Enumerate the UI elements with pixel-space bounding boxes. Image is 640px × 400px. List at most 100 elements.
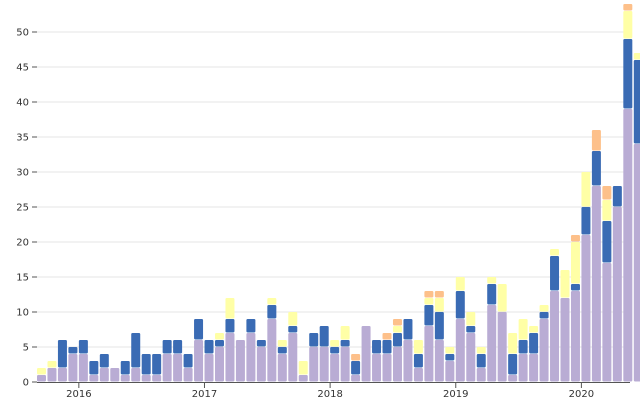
bar-24-segment-1 [288, 326, 298, 333]
bar-10-segment-1 [141, 354, 151, 375]
bar-39-segment-1 [445, 354, 455, 361]
bar-47-segment-2 [529, 326, 539, 333]
bar-16-segment-0 [204, 354, 214, 382]
bar-2-segment-1 [57, 340, 67, 368]
bar-46-segment-2 [518, 319, 528, 340]
bar-26-segment-1 [309, 333, 319, 347]
bar-46-segment-1 [518, 340, 528, 354]
bar-21-segment-0 [256, 347, 266, 382]
bar-25-segment-0 [298, 375, 308, 382]
bar-10-segment-0 [141, 375, 151, 382]
bar-12-segment-0 [162, 354, 172, 382]
bar-9-segment-1 [131, 333, 141, 368]
bar-15-segment-1 [194, 319, 204, 340]
bar-53-segment-0 [591, 186, 601, 382]
bar-50-segment-0 [560, 298, 570, 382]
bar-26-segment-0 [309, 347, 319, 382]
bar-24-segment-0 [288, 333, 298, 382]
bar-42-segment-1 [476, 354, 486, 368]
bar-36-segment-0 [413, 368, 423, 382]
bar-18-segment-1 [225, 319, 235, 333]
bar-4-segment-1 [78, 340, 88, 354]
bar-0-segment-2 [37, 368, 46, 375]
bar-54-segment-3 [602, 186, 612, 200]
bar-9-segment-0 [131, 368, 141, 382]
bar-23-segment-1 [277, 347, 287, 354]
bar-49-segment-2 [550, 249, 560, 256]
bar-51-segment-3 [570, 235, 580, 242]
bar-39-segment-2 [445, 347, 455, 354]
bar-44-segment-2 [497, 284, 507, 312]
bar-41-segment-0 [466, 333, 476, 382]
bar-37-segment-2 [424, 298, 434, 305]
bar-0-segment-0 [37, 375, 46, 382]
bar-42-segment-0 [476, 368, 486, 382]
bar-57-segment-2 [633, 53, 640, 60]
bar-1-segment-0 [47, 368, 57, 382]
bar-34-segment-0 [392, 347, 402, 382]
x-tick-label-2016: 2016 [66, 389, 91, 400]
bar-16-segment-1 [204, 340, 214, 354]
bar-7-segment-0 [110, 368, 120, 382]
bar-30-segment-0 [351, 375, 361, 382]
bar-56-segment-3 [623, 4, 633, 11]
bar-45-segment-2 [508, 333, 518, 354]
bar-23-segment-0 [277, 354, 287, 382]
bar-6-segment-1 [99, 354, 109, 368]
bar-38-segment-3 [434, 291, 444, 298]
bar-51-segment-1 [570, 284, 580, 291]
y-tick-label-20: 20 [16, 238, 29, 249]
bar-22-segment-1 [267, 305, 277, 319]
bar-40-segment-1 [455, 291, 465, 319]
bar-5-segment-1 [89, 361, 99, 375]
bar-29-segment-2 [340, 326, 350, 340]
bar-42-segment-2 [476, 347, 486, 354]
bar-52-segment-2 [581, 172, 591, 207]
bar-14-segment-1 [183, 354, 193, 368]
bar-46-segment-0 [518, 354, 528, 382]
bar-20-segment-0 [246, 333, 256, 382]
bar-24-segment-2 [288, 312, 298, 326]
bar-25-segment-2 [298, 361, 308, 375]
bar-49-segment-0 [550, 291, 560, 382]
bar-54-segment-2 [602, 200, 612, 221]
bar-43-segment-2 [487, 277, 497, 284]
bar-11-segment-1 [152, 354, 162, 375]
bar-56-segment-1 [623, 39, 633, 109]
y-tick-label-40: 40 [16, 98, 29, 109]
bar-35-segment-0 [403, 340, 413, 382]
bar-2-segment-0 [57, 368, 67, 382]
bar-56-segment-0 [623, 109, 633, 382]
bar-4-segment-0 [78, 354, 88, 382]
bar-57-segment-0 [633, 144, 640, 382]
bar-36-segment-1 [413, 354, 423, 368]
bar-56-segment-2 [623, 11, 633, 39]
bar-34-segment-2 [392, 326, 402, 333]
bar-31-segment-0 [361, 326, 371, 382]
bar-21-segment-1 [256, 340, 266, 347]
bar-55-segment-1 [612, 186, 622, 207]
bar-8-segment-0 [120, 375, 130, 382]
bar-13-segment-1 [173, 340, 183, 354]
bar-14-segment-0 [183, 368, 193, 382]
x-axis: 201620172018201920202021 [37, 382, 630, 400]
bar-37-segment-3 [424, 291, 434, 298]
bar-38-segment-2 [434, 298, 444, 312]
bar-40-segment-2 [455, 277, 465, 291]
bar-18-segment-2 [225, 298, 235, 319]
bar-48-segment-2 [539, 305, 549, 312]
bar-20-segment-1 [246, 319, 256, 333]
bar-34-segment-3 [392, 319, 402, 326]
bar-40-segment-0 [455, 319, 465, 382]
bar-57-segment-1 [633, 60, 640, 144]
bar-43-segment-0 [487, 305, 497, 382]
bar-30-segment-3 [351, 354, 361, 361]
bar-48-segment-0 [539, 319, 549, 382]
y-tick-label-5: 5 [23, 343, 29, 354]
bar-3-segment-1 [68, 347, 78, 354]
bar-47-segment-0 [529, 354, 539, 382]
bar-32-segment-1 [372, 340, 382, 354]
bar-38-segment-0 [434, 340, 444, 382]
y-tick-label-50: 50 [16, 28, 29, 39]
bar-12-segment-1 [162, 340, 172, 354]
